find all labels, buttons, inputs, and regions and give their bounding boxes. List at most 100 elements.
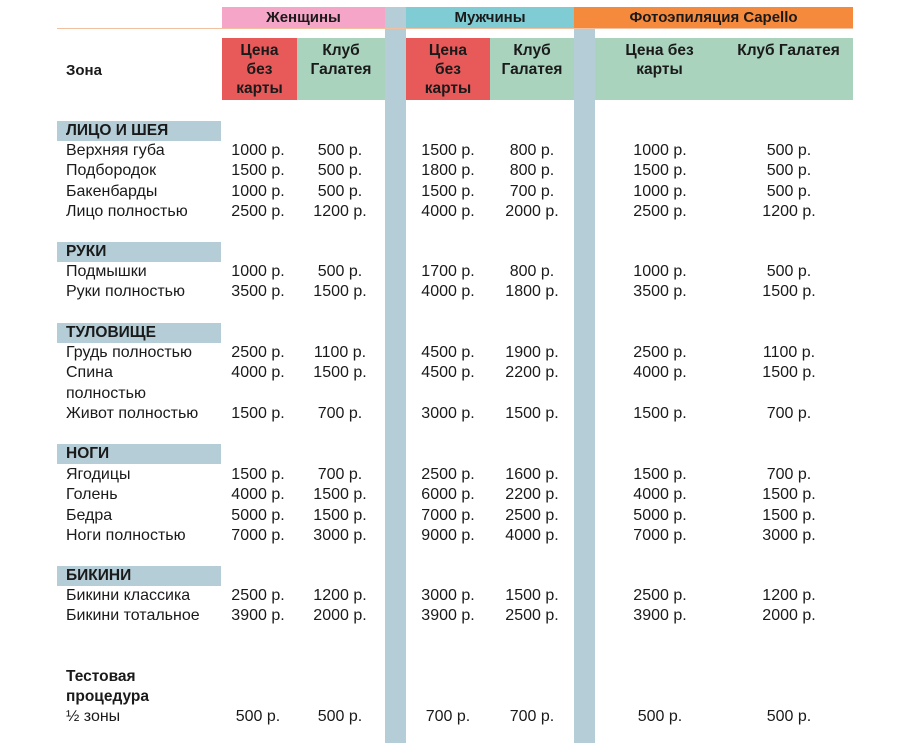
zone-header: Зона	[66, 62, 102, 79]
price-cell: 1200 р.	[313, 587, 367, 604]
price-cell: 4000 р.	[421, 202, 475, 220]
group-header-men: Мужчины	[406, 7, 574, 28]
price-cell: 500 р.	[317, 182, 363, 200]
zone-label: Бакенбарды	[66, 182, 158, 200]
table-row: Голень 4000 р. 1500 р. 6000 р. 2200 р. 4000 р…	[0, 485, 906, 505]
group-header-capello: Фотоэпиляция Capello	[574, 7, 853, 28]
table-row: Спина 4000 р. 1500 р. 4500 р. 2200 р. 4000 р.…	[0, 363, 906, 383]
price-cell: 3900 р.	[421, 607, 475, 625]
price-cell: 1500 р.	[313, 506, 367, 524]
price-cell: 1000 р.	[231, 263, 285, 280]
price-cell: 800 р.	[509, 162, 555, 180]
price-cell: 1500 р.	[313, 364, 367, 382]
price-cell: 1500 р.	[762, 364, 816, 382]
price-cell: 4000 р.	[231, 486, 285, 504]
zone-label: Подмышки	[66, 263, 147, 280]
price-cell: 1700 р.	[421, 263, 475, 280]
table-row: Лицо полностью 2500 р. 1200 р. 4000 р. 2000 …	[0, 202, 906, 222]
price-cell: 500 р.	[766, 263, 812, 280]
table-row: Бакенбарды 1000 р. 500 р. 1500 р. 700 р. 1000…	[0, 182, 906, 202]
price-cell: 7000 р.	[633, 526, 687, 544]
zone-label: Лицо полностью	[66, 202, 188, 220]
table-row: Руки полностью 3500 р. 1500 р. 4000 р. 1800 …	[0, 282, 906, 302]
price-cell: 1500 р.	[313, 486, 367, 504]
price-cell: 4500 р.	[421, 344, 475, 361]
zone-label: Бедра	[66, 506, 113, 524]
price-cell: 1000 р.	[231, 182, 285, 200]
price-cell: 1500 р.	[231, 404, 285, 422]
price-cell: 1500 р.	[421, 182, 475, 200]
price-cell: 800 р.	[509, 263, 555, 280]
test-procedure-row: ½ зоны 500 р. 500 р. 700 р. 700 р. 500 р. 500…	[0, 707, 906, 727]
price-cell: 1600 р.	[505, 466, 559, 483]
zone-label: Живот полностью	[66, 404, 199, 422]
table-row: полностью	[0, 384, 906, 404]
price-cell: 1500 р.	[231, 162, 285, 180]
price-cell: 1500 р.	[633, 162, 687, 180]
price-cell: 500 р.	[317, 142, 363, 159]
price-cell: 1800 р.	[421, 162, 475, 180]
separator-bar-2	[574, 7, 595, 743]
price-cell: 2500 р.	[633, 202, 687, 220]
price-cell: 1500 р.	[762, 486, 816, 504]
price-cell: 1500 р.	[421, 142, 475, 159]
price-cell: 800 р.	[509, 142, 555, 159]
zone-label: Голень	[66, 486, 118, 504]
price-cell: 7000 р.	[421, 506, 475, 524]
table-row: Бедра 5000 р. 1500 р. 7000 р. 2500 р. 5000 р.…	[0, 506, 906, 526]
zone-label: Бикини тотальное	[66, 607, 200, 625]
men-price-header: Цена без карты	[406, 38, 490, 100]
price-cell: 1000 р.	[633, 142, 687, 159]
price-cell: 500 р.	[766, 708, 812, 725]
price-cell: 4000 р.	[231, 364, 285, 382]
zone-label: Руки полностью	[66, 283, 185, 301]
price-cell: 1900 р.	[505, 344, 559, 361]
price-cell: 500 р.	[317, 708, 363, 725]
price-cell: 2000 р.	[762, 607, 816, 625]
price-cell: 7000 р.	[231, 526, 285, 544]
price-cell: 3900 р.	[231, 607, 285, 625]
price-cell: 3000 р.	[421, 404, 475, 422]
table-row: Верхняя губа 1000 р. 500 р. 1500 р. 800 р. 10…	[0, 141, 906, 161]
price-cell: 3900 р.	[633, 607, 687, 625]
price-cell: 700 р.	[317, 404, 363, 422]
price-cell: 2500 р.	[633, 344, 687, 361]
price-cell: 700 р.	[317, 466, 363, 483]
zone-label: Верхняя губа	[66, 142, 165, 159]
price-cell: 2500 р.	[505, 506, 559, 524]
price-cell: 1200 р.	[313, 202, 367, 220]
price-cell: 4500 р.	[421, 364, 475, 382]
price-cell: 2500 р.	[231, 587, 285, 604]
section-header: БИКИНИ	[57, 566, 221, 586]
price-cell: 3500 р.	[231, 283, 285, 301]
price-cell: 500 р.	[317, 263, 363, 280]
table-row: Грудь полностью 2500 р. 1100 р. 4500 р. 1900…	[0, 343, 906, 363]
price-cell: 1000 р.	[633, 182, 687, 200]
group-header-women: Женщины	[222, 7, 385, 28]
price-cell: 1800 р.	[505, 283, 559, 301]
price-cell: 700 р.	[766, 466, 812, 483]
table-row: Подмышки 1000 р. 500 р. 1700 р. 800 р. 1000 р…	[0, 262, 906, 282]
table-row: Ноги полностью 7000 р. 3000 р. 9000 р. 4000 …	[0, 526, 906, 546]
price-cell: 1500 р.	[762, 283, 816, 301]
zone-label: Подбородок	[66, 162, 157, 180]
price-cell: 700 р.	[509, 182, 555, 200]
price-cell: 2500 р.	[231, 344, 285, 361]
test-procedure-line2: процедура	[66, 688, 149, 705]
price-cell: 1200 р.	[762, 587, 816, 604]
capello-club-header: Клуб Галатея	[724, 38, 853, 100]
zone-label: Бикини классика	[66, 587, 191, 604]
section-header: РУКИ	[57, 242, 221, 262]
price-cell: 4000 р.	[633, 364, 687, 382]
table-row: Ягодицы 1500 р. 700 р. 2500 р. 1600 р. 1500 р…	[0, 465, 906, 485]
price-cell: 1000 р.	[633, 263, 687, 280]
section-header: НОГИ	[57, 444, 221, 464]
section-header: ЛИЦО И ШЕЯ	[57, 121, 221, 141]
price-cell: 500 р.	[766, 162, 812, 180]
price-cell: 5000 р.	[633, 506, 687, 524]
zone-label: Ягодицы	[66, 466, 131, 483]
price-cell: 2500 р.	[633, 587, 687, 604]
price-cell: 3500 р.	[633, 283, 687, 301]
price-cell: 1500 р.	[313, 283, 367, 301]
price-cell: 9000 р.	[421, 526, 475, 544]
